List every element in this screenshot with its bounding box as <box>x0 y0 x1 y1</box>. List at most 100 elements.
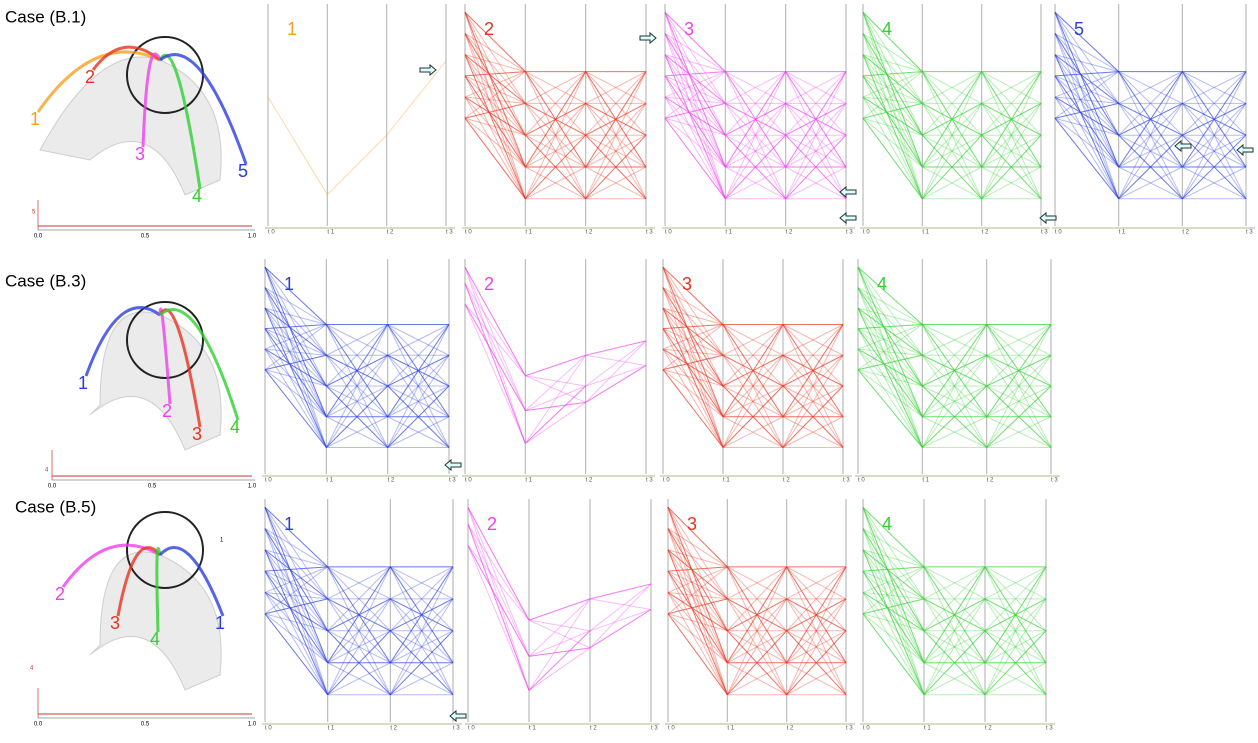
axis-tick-label: t 1 <box>525 230 532 236</box>
arrow <box>640 33 656 43</box>
axis-tick-label: t 0 <box>265 478 272 484</box>
trace <box>468 524 529 620</box>
axis-tick-label: t 2 <box>787 726 794 732</box>
axis-tick-label: t 3 <box>449 478 456 484</box>
trace <box>268 61 446 195</box>
case-label: Case (B.1) <box>5 7 86 26</box>
axis-tick-label: t 1 <box>1119 230 1126 236</box>
axis-tick-label: t 0 <box>465 230 472 236</box>
mini-y-label: 4 <box>30 666 34 672</box>
trace <box>586 341 646 403</box>
axis-tick-label: t 2 <box>590 726 597 732</box>
trace <box>468 524 529 656</box>
axis-tick-label: t 0 <box>863 726 870 732</box>
axis-tick-label: t 3 <box>453 726 460 732</box>
trace <box>465 304 525 376</box>
trace <box>858 349 922 417</box>
axis-tick-label: t 2 <box>390 726 397 732</box>
axis-tick-label: t 1 <box>723 478 730 484</box>
panel-label: 2 <box>484 274 494 294</box>
axis-tick-label: t 2 <box>387 230 394 236</box>
mini-x-tick: 0.5 <box>148 484 157 490</box>
axis-tick-label: t 1 <box>727 726 734 732</box>
axis-tick-label: t 3 <box>1051 478 1058 484</box>
panel-label: 5 <box>1074 19 1084 39</box>
mini-x-tick: 1.0 <box>248 234 257 240</box>
tube-label: 5 <box>238 161 248 181</box>
tube-label: 1 <box>30 109 40 129</box>
case-label: Case (B.3) <box>5 271 86 290</box>
panel-label: 2 <box>487 514 497 534</box>
trace <box>1055 97 1119 167</box>
axis-tick-label: t 2 <box>388 478 395 484</box>
axis-tick-label: t 1 <box>924 726 931 732</box>
panel-label: 1 <box>287 19 297 39</box>
panel: t 0t 1t 2t 31 <box>262 499 462 732</box>
axis-tick-label: t 1 <box>725 230 732 236</box>
axis-tick-label: t 0 <box>465 478 472 484</box>
mini-y-label: 5 <box>32 210 36 216</box>
trace <box>525 402 585 443</box>
arrow <box>840 213 856 223</box>
panel: t 0t 1t 2t 32 <box>462 259 655 484</box>
thumbnail <box>86 302 238 450</box>
axis-tick-label: t 0 <box>268 230 275 236</box>
trace <box>465 97 525 167</box>
axis-tick-label: t 3 <box>1246 230 1253 236</box>
tube-label: 3 <box>192 424 202 444</box>
mini-x-tick: 1.0 <box>248 722 257 728</box>
trace <box>265 592 328 662</box>
trace <box>525 355 585 410</box>
trace <box>468 546 529 621</box>
thumbnail <box>38 37 246 195</box>
panel-label: 4 <box>882 514 892 534</box>
mini-x-tick: 0.0 <box>34 722 43 728</box>
panel: t 0t 1t 2t 34 <box>860 4 1050 236</box>
tube-label: 3 <box>135 144 145 164</box>
axis-tick-label: t 0 <box>668 726 675 732</box>
panel: t 0t 1t 2t 33 <box>665 499 855 732</box>
trace <box>465 284 525 444</box>
trace <box>863 592 924 662</box>
trace <box>265 370 326 448</box>
axis-tick-label: t 1 <box>525 478 532 484</box>
axis-tick-label: t 0 <box>663 478 670 484</box>
axis-tick-label: t 1 <box>922 478 929 484</box>
panel-label: 3 <box>682 274 692 294</box>
thumbnail <box>63 512 223 690</box>
tube-label: 4 <box>150 629 160 649</box>
trace <box>465 284 525 376</box>
trace <box>465 304 525 443</box>
trace <box>468 507 529 620</box>
axis-tick-label: t 1 <box>328 726 335 732</box>
trace <box>465 284 525 411</box>
axis-tick-label: t 2 <box>783 478 790 484</box>
axis-tick-label: t 1 <box>326 478 333 484</box>
panel: t 0t 1t 2t 34 <box>855 259 1060 484</box>
trace <box>465 267 525 411</box>
trace <box>668 592 727 662</box>
trace <box>590 610 651 631</box>
mini-x-tick: 0.5 <box>141 234 150 240</box>
trace <box>468 507 529 656</box>
trace <box>468 546 529 657</box>
axis-tick-label: t 1 <box>529 726 536 732</box>
trace <box>590 584 651 648</box>
note: 1 <box>220 538 224 544</box>
figure: Case (B.1) 1 2 3 4 5 5 0.0 0.5 1.0 t 0 t 1 t 2 t 3 1 t … <box>0 0 1258 738</box>
trace <box>525 355 585 376</box>
axis-tick-label: t 2 <box>586 230 593 236</box>
axis-tick-label: t 1 <box>327 230 334 236</box>
trace <box>529 648 590 691</box>
trace <box>525 355 585 443</box>
axis-tick-label: t 0 <box>858 478 865 484</box>
panel: t 0t 1t 2t 33 <box>660 259 852 484</box>
panel: t 0t 1t 2t 32 <box>462 4 655 236</box>
trace <box>525 376 585 386</box>
axis-tick-label: t 2 <box>982 230 989 236</box>
arrow <box>1175 141 1191 151</box>
arrow <box>1040 213 1056 223</box>
trace <box>863 614 924 695</box>
axis-tick-label: t 3 <box>646 478 653 484</box>
